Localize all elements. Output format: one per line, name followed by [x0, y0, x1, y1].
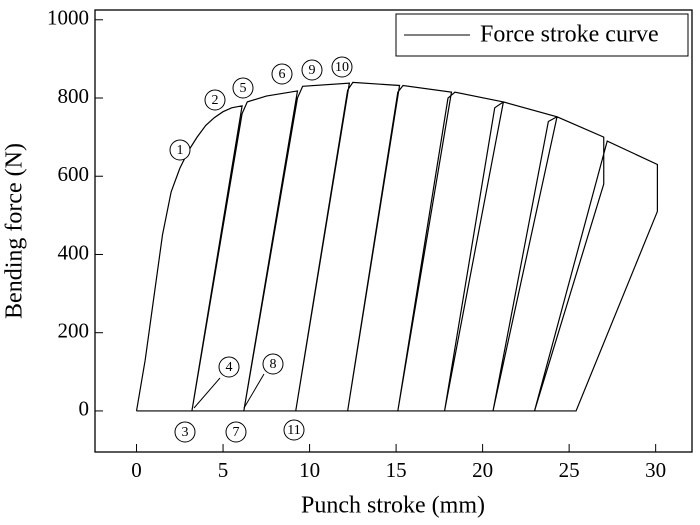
x-tick-label: 10	[299, 458, 320, 482]
x-tick-label: 30	[645, 458, 666, 482]
annotation-circle	[331, 56, 353, 78]
x-axis-label: Punch stroke (mm)	[301, 493, 485, 519]
annotation: 3	[182, 425, 189, 440]
plot-frame	[94, 9, 693, 453]
annotation: 6	[279, 67, 286, 82]
y-tick-label: 600	[58, 162, 90, 186]
y-axis-label: Bending force (N)	[2, 143, 28, 319]
annotation-circle	[301, 59, 323, 81]
x-tick-label: 20	[472, 458, 493, 482]
annotation: 4	[226, 360, 233, 375]
leader-line	[193, 377, 221, 409]
x-tick-label: 25	[559, 458, 580, 482]
y-tick-label: 400	[58, 240, 90, 264]
annotation: 9	[309, 63, 316, 78]
y-tick-label: 0	[79, 397, 90, 421]
annotation-circle	[174, 421, 196, 443]
annotation-circle	[169, 139, 191, 161]
annotation: 11	[287, 423, 300, 438]
annotation-circle	[232, 77, 254, 99]
y-tick-label: 1000	[47, 6, 89, 30]
x-tick-label: 0	[131, 458, 142, 482]
leader-line	[243, 373, 265, 409]
x-tick-label: 5	[218, 458, 229, 482]
y-tick-label: 800	[58, 84, 90, 108]
annotation: 2	[212, 93, 219, 108]
annotation: 8	[270, 357, 277, 372]
x-tick-label: 15	[386, 458, 407, 482]
annotation: 5	[240, 81, 247, 96]
annotation: 1	[177, 143, 184, 158]
annotation-circle	[225, 421, 247, 443]
annotation-circle	[204, 89, 226, 111]
annotation-circle	[262, 353, 284, 375]
annotation: 7	[233, 425, 240, 440]
annotation-circle	[218, 356, 240, 378]
annotation-circle	[283, 419, 305, 441]
y-tick-label: 200	[58, 319, 90, 343]
legend-entry: Force stroke curve	[480, 22, 659, 48]
force-curve	[135, 81, 658, 412]
annotation: 10	[335, 60, 349, 75]
annotation-circle	[271, 63, 293, 85]
